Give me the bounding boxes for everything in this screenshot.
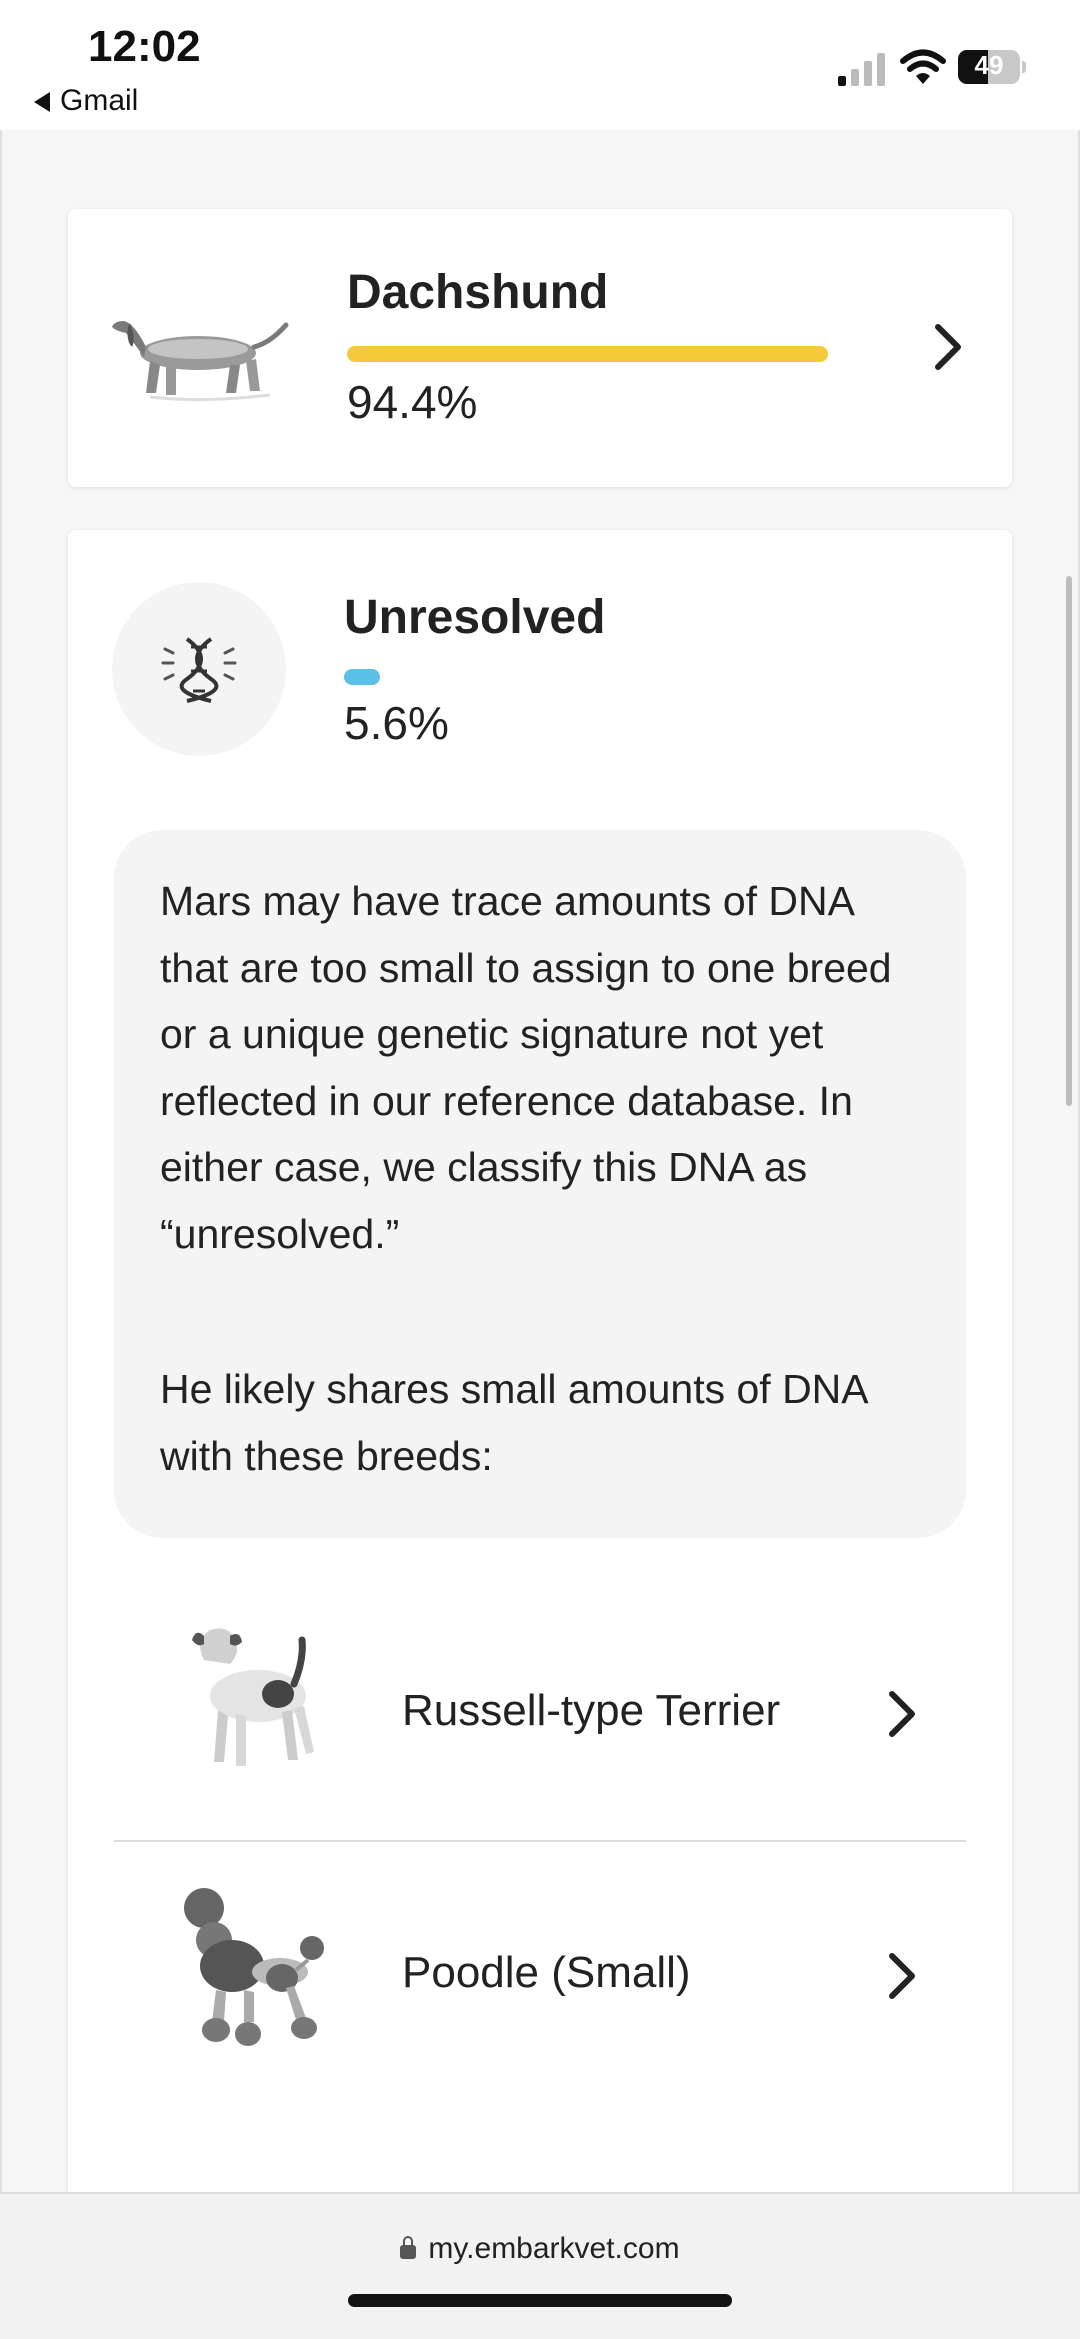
breed-card-unresolved: Unresolved 5.6% Mars may have trace amou… bbox=[68, 530, 1012, 2192]
dna-icon-badge bbox=[112, 582, 286, 756]
breed-name: Dachshund bbox=[347, 266, 609, 319]
status-time: 12:02 bbox=[88, 22, 201, 71]
breed-percent-bar bbox=[347, 346, 829, 362]
row-divider bbox=[114, 1840, 966, 1842]
chevron-right-icon[interactable] bbox=[882, 1950, 922, 2002]
breed-row-russell-terrier[interactable]: Russell-type Terrier bbox=[114, 1580, 966, 1840]
page-content[interactable]: Dachshund 94.4% Unresolved 5 bbox=[0, 130, 1080, 2192]
chevron-right-icon[interactable] bbox=[928, 321, 968, 373]
breed-card-dachshund[interactable]: Dachshund 94.4% bbox=[68, 209, 1012, 487]
battery-icon: 49 bbox=[958, 48, 1026, 86]
unresolved-title: Unresolved bbox=[344, 591, 606, 644]
status-bar: 12:02 Gmail 49 bbox=[0, 0, 1080, 130]
breed-row-label: Russell-type Terrier bbox=[402, 1686, 781, 1735]
address-bar[interactable]: my.embarkvet.com bbox=[0, 2232, 1080, 2266]
battery-level: 49 bbox=[974, 50, 1004, 80]
back-app-label: Gmail bbox=[60, 84, 139, 117]
home-indicator[interactable] bbox=[348, 2294, 732, 2307]
unresolved-percent-bar bbox=[344, 669, 380, 685]
chevron-right-icon[interactable] bbox=[882, 1688, 922, 1740]
scrollbar[interactable] bbox=[1066, 576, 1072, 1106]
breed-row-poodle-small[interactable]: Poodle (Small) bbox=[114, 1842, 966, 2102]
back-to-gmail-button[interactable]: Gmail bbox=[34, 84, 138, 118]
breed-percent: 94.4% bbox=[347, 376, 478, 428]
shared-breeds-intro: He likely shares small amounts of DNA wi… bbox=[160, 1366, 867, 1479]
cellular-signal-icon bbox=[838, 52, 888, 86]
unresolved-description: Mars may have trace amounts of DNA that … bbox=[160, 878, 892, 1257]
terrier-illustration bbox=[192, 1628, 314, 1766]
lock-icon bbox=[400, 2236, 417, 2259]
unresolved-explanation: Mars may have trace amounts of DNA that … bbox=[114, 830, 966, 1538]
dna-icon bbox=[161, 637, 237, 703]
dachshund-illustration bbox=[112, 321, 289, 402]
back-arrow-icon bbox=[34, 92, 50, 113]
breed-row-label: Poodle (Small) bbox=[402, 1948, 691, 1997]
url-text: my.embarkvet.com bbox=[428, 2232, 680, 2265]
wifi-icon bbox=[900, 49, 946, 84]
unresolved-percent: 5.6% bbox=[344, 697, 449, 749]
browser-bottom-bar: my.embarkvet.com bbox=[0, 2192, 1080, 2339]
poodle-illustration bbox=[184, 1888, 324, 2046]
